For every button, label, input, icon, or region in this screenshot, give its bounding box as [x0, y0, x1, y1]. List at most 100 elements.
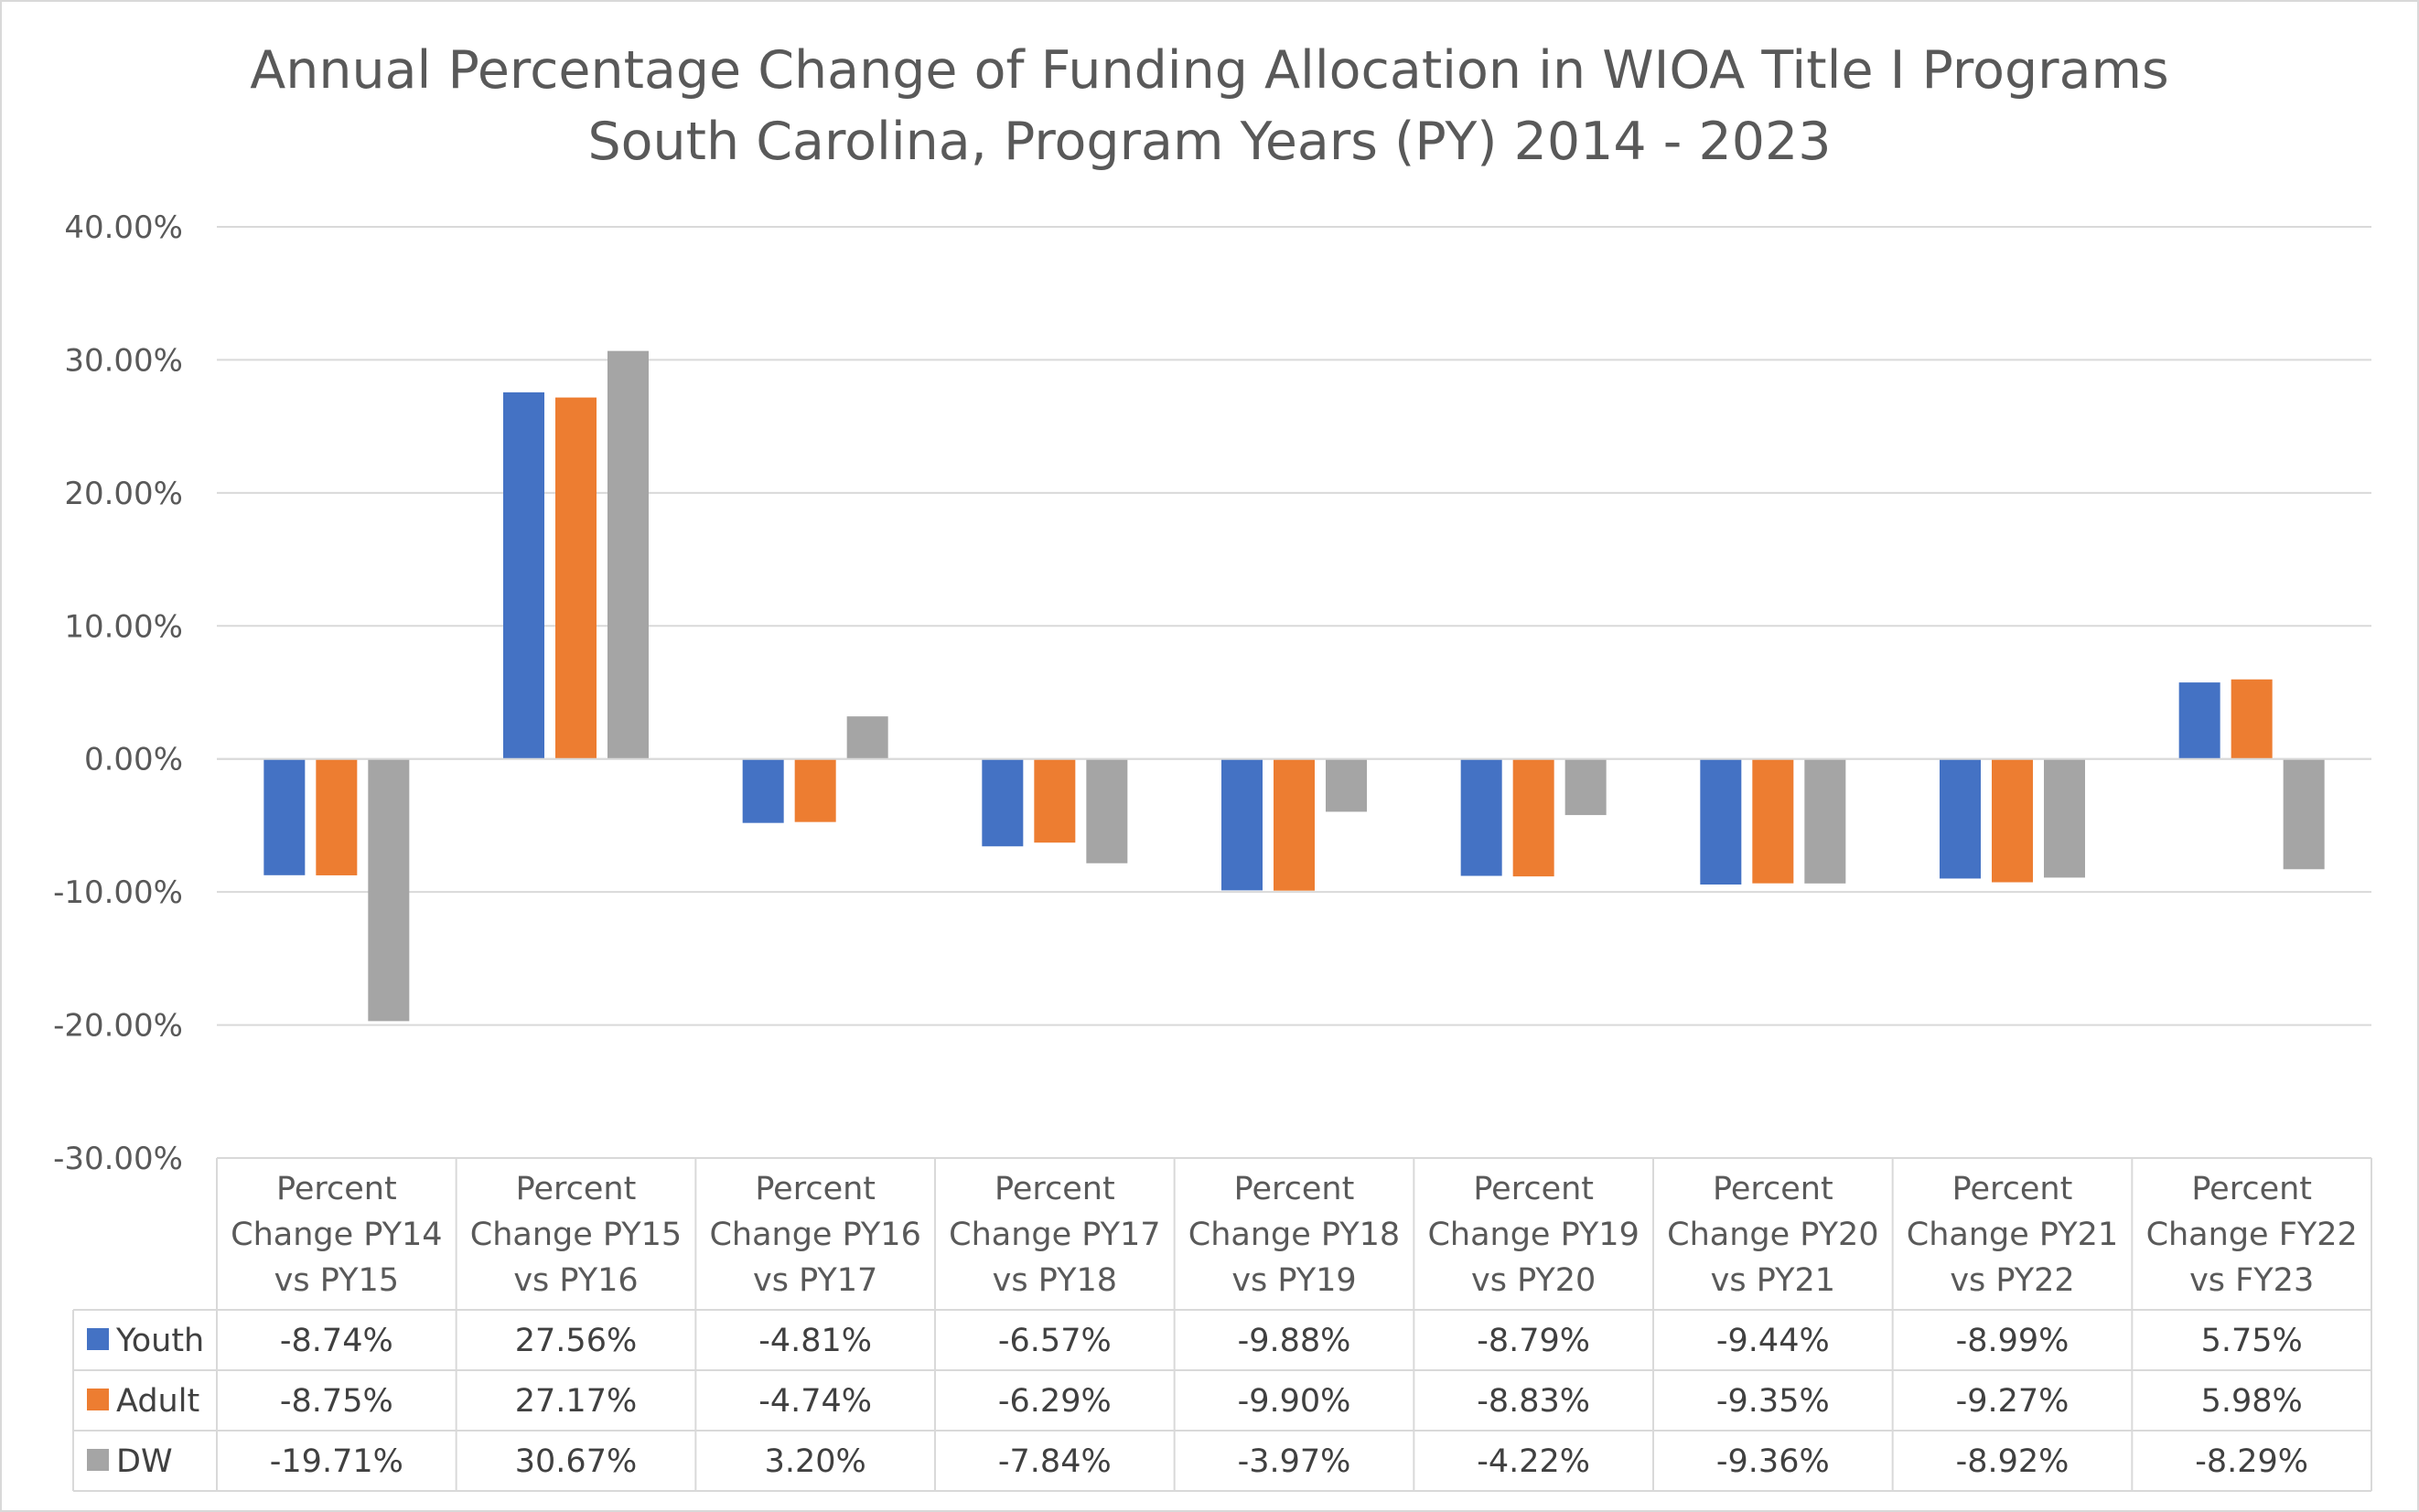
- chart-subtitle: South Carolina, Program Years (PY) 2014 …: [587, 112, 1832, 172]
- bar-dw: [607, 350, 649, 759]
- category-label: Percent: [1234, 1171, 1355, 1207]
- category-label: Percent: [1952, 1171, 2073, 1207]
- data-label: -9.27%: [1956, 1383, 2070, 1420]
- category-label: Percent: [994, 1171, 1115, 1207]
- data-label: -8.79%: [1477, 1323, 1590, 1359]
- legend-label: DW: [116, 1443, 173, 1480]
- bar-youth: [742, 758, 784, 823]
- bar-adult: [1512, 758, 1554, 877]
- data-label: -4.74%: [758, 1383, 872, 1420]
- chart-title-block: Annual Percentage Change of Funding Allo…: [0, 35, 2419, 177]
- y-tick-label: 0.00%: [84, 742, 183, 778]
- data-label: 5.98%: [2201, 1383, 2303, 1420]
- data-label: -19.71%: [270, 1443, 403, 1480]
- data-label: 3.20%: [765, 1443, 866, 1480]
- bar-adult: [794, 758, 836, 822]
- category-label: Change PY20: [1667, 1217, 1878, 1253]
- bar-dw: [1326, 758, 1367, 812]
- category-label: Percent: [2191, 1171, 2312, 1207]
- data-label: 27.56%: [515, 1323, 637, 1359]
- legend-label: Youth: [115, 1323, 204, 1359]
- bar-dw: [1804, 758, 1846, 884]
- category-label: Change PY15: [470, 1217, 682, 1253]
- legend-swatch-youth: [87, 1328, 109, 1350]
- category-label: vs PY21: [1711, 1262, 1835, 1299]
- bar-youth: [982, 758, 1024, 847]
- y-tick-label: -30.00%: [53, 1141, 183, 1177]
- data-label: -8.75%: [280, 1383, 393, 1420]
- data-label: -8.83%: [1477, 1383, 1590, 1420]
- data-label: -8.99%: [1956, 1323, 2070, 1359]
- data-label: -4.22%: [1477, 1443, 1590, 1480]
- bar-dw: [2044, 758, 2085, 878]
- bar-dw: [1086, 758, 1128, 863]
- bar-youth: [1460, 758, 1502, 876]
- y-tick-label: 40.00%: [64, 209, 183, 246]
- bar-youth: [2178, 682, 2220, 759]
- category-label: Percent: [1713, 1171, 1833, 1207]
- bar-adult: [555, 397, 597, 759]
- category-label: Change PY16: [709, 1217, 920, 1253]
- category-label: vs PY15: [274, 1262, 399, 1299]
- legend-label: Adult: [116, 1383, 199, 1420]
- bar-adult: [1274, 758, 1315, 891]
- data-label: 27.17%: [515, 1383, 637, 1420]
- data-label: -8.74%: [280, 1323, 393, 1359]
- y-tick-label: 10.00%: [64, 608, 183, 645]
- data-label: -9.90%: [1238, 1383, 1351, 1420]
- data-label: -6.57%: [998, 1323, 1112, 1359]
- legend-swatch-adult: [87, 1389, 109, 1410]
- data-label: -6.29%: [998, 1383, 1112, 1420]
- category-label: Change PY19: [1427, 1217, 1639, 1253]
- category-label: vs PY22: [1950, 1262, 2074, 1299]
- bar-youth: [263, 758, 306, 875]
- y-tick-label: -10.00%: [53, 874, 183, 911]
- y-tick-label: -20.00%: [53, 1008, 183, 1045]
- bar-dw: [1564, 758, 1607, 816]
- bar-youth: [1700, 758, 1742, 885]
- bar-adult: [1034, 758, 1076, 843]
- bar-dw: [2283, 758, 2325, 870]
- data-label: -9.35%: [1716, 1383, 1830, 1420]
- bar-youth: [1940, 758, 1981, 879]
- category-label: Change PY14: [231, 1217, 442, 1253]
- category-label: Percent: [1473, 1171, 1594, 1207]
- bar-dw: [368, 758, 410, 1022]
- category-label: vs FY23: [2189, 1262, 2314, 1299]
- chart-title: Annual Percentage Change of Funding Allo…: [250, 40, 2169, 101]
- data-label: -9.44%: [1716, 1323, 1830, 1359]
- y-tick-label: 20.00%: [64, 476, 183, 512]
- category-label: Change PY17: [949, 1217, 1160, 1253]
- data-label: -8.92%: [1956, 1443, 2070, 1480]
- category-label: vs PY17: [753, 1262, 877, 1299]
- category-label: Change PY21: [1907, 1217, 2118, 1253]
- bar-adult: [1752, 758, 1794, 884]
- data-label: -9.36%: [1716, 1443, 1830, 1480]
- legend-swatch-dw: [87, 1449, 109, 1471]
- data-label: 5.75%: [2201, 1323, 2303, 1359]
- y-tick-label: 30.00%: [64, 342, 183, 379]
- category-label: vs PY19: [1231, 1262, 1356, 1299]
- bar-adult: [1992, 758, 2033, 883]
- category-label: vs PY20: [1471, 1262, 1596, 1299]
- bar-adult: [316, 758, 358, 875]
- category-label: Percent: [755, 1171, 876, 1207]
- category-label: vs PY18: [993, 1262, 1117, 1299]
- bar-dw: [846, 716, 888, 759]
- data-label: -8.29%: [2195, 1443, 2308, 1480]
- bar-youth: [503, 391, 544, 759]
- bar-adult: [2231, 679, 2273, 759]
- category-label: Percent: [276, 1171, 397, 1207]
- category-label: Percent: [516, 1171, 637, 1207]
- category-label: Change FY22: [2146, 1217, 2358, 1253]
- data-label: -4.81%: [758, 1323, 872, 1359]
- category-label: vs PY16: [513, 1262, 638, 1299]
- data-label: 30.67%: [515, 1443, 637, 1480]
- category-label: Change PY18: [1188, 1217, 1400, 1253]
- data-label: -9.88%: [1238, 1323, 1351, 1359]
- data-label: -3.97%: [1238, 1443, 1351, 1480]
- data-label: -7.84%: [998, 1443, 1112, 1480]
- bar-youth: [1221, 758, 1263, 891]
